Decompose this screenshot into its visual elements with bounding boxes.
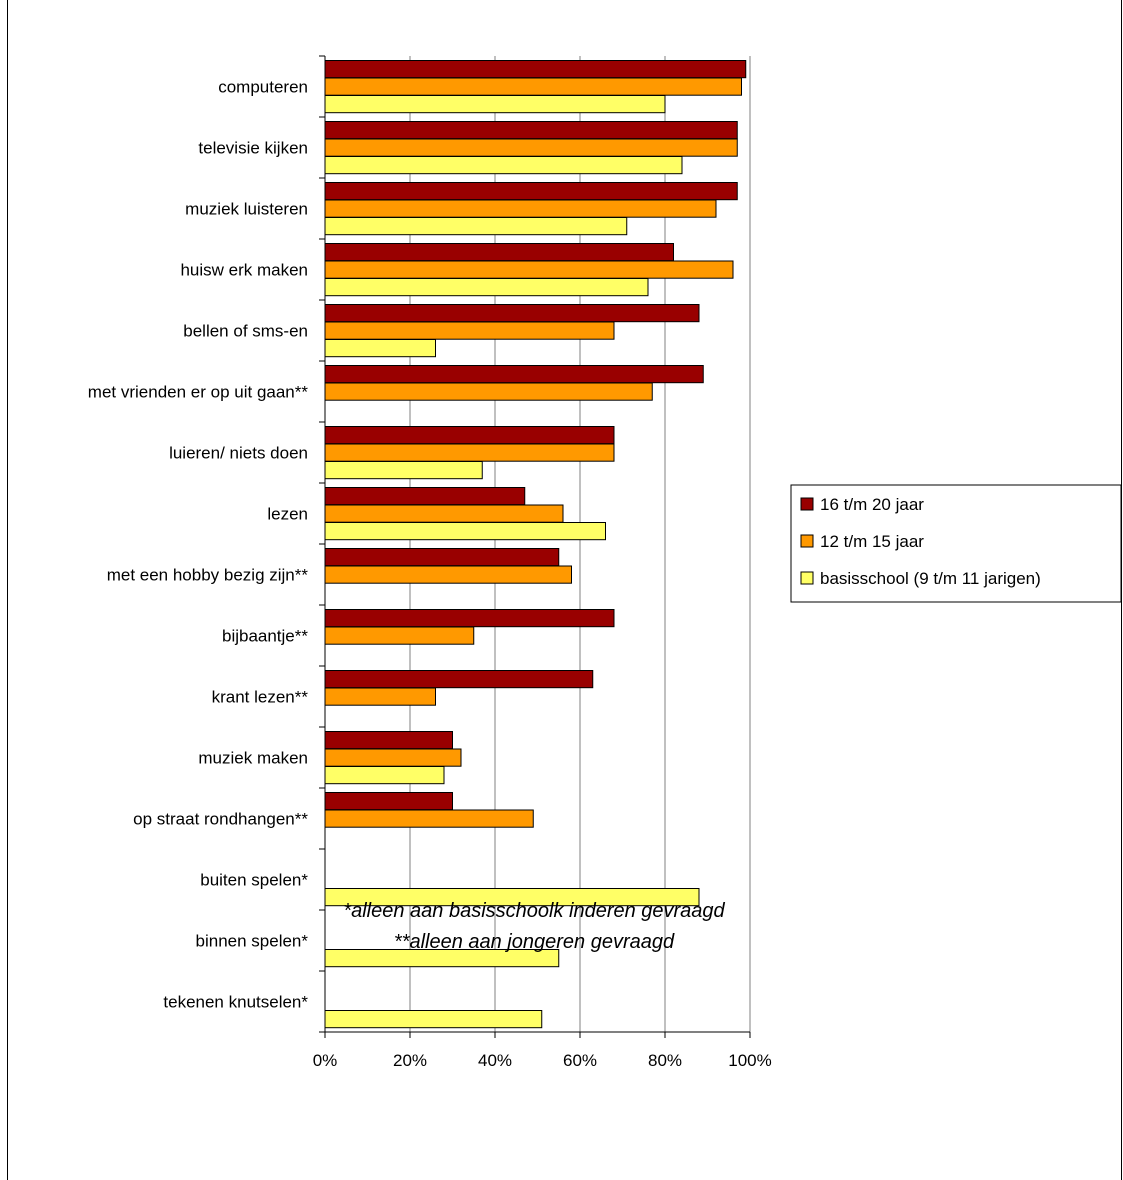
category-label: tekenen knutselen* bbox=[163, 993, 308, 1012]
bar bbox=[324, 670, 594, 689]
bar bbox=[324, 321, 615, 340]
bar bbox=[324, 77, 742, 96]
bar bbox=[324, 217, 628, 236]
category-label: computeren bbox=[218, 78, 308, 97]
category-label: bijbaantje** bbox=[222, 627, 308, 646]
bar bbox=[324, 766, 445, 785]
category-label: huisw erk maken bbox=[180, 261, 308, 280]
bar bbox=[324, 443, 615, 462]
bar bbox=[324, 260, 734, 279]
legend: 16 t/m 20 jaar 12 t/m 15 jaar basisschool … bbox=[790, 484, 1122, 603]
x-tick-label: 0% bbox=[313, 1051, 338, 1070]
bar bbox=[324, 487, 526, 506]
legend-label: 12 t/m 15 jaar bbox=[820, 532, 924, 551]
category-label: televisie kijken bbox=[198, 139, 308, 158]
bar bbox=[324, 687, 436, 706]
bar bbox=[324, 426, 615, 445]
bars bbox=[324, 60, 747, 1029]
bar bbox=[324, 382, 653, 401]
x-tick-label: 80% bbox=[648, 1051, 682, 1070]
bar bbox=[324, 182, 738, 201]
bar bbox=[324, 339, 436, 358]
category-label: bellen of sms-en bbox=[183, 322, 308, 341]
bar bbox=[324, 565, 572, 584]
category-label: buiten spelen* bbox=[200, 871, 308, 890]
bar bbox=[324, 809, 534, 828]
bar bbox=[324, 243, 674, 262]
frame-border-left bbox=[7, 0, 8, 1180]
category-label: muziek luisteren bbox=[185, 200, 308, 219]
bar bbox=[324, 121, 738, 140]
x-tick-label: 100% bbox=[728, 1051, 771, 1070]
footnote-line-1: *alleen aan basisschoolk inderen gevraag… bbox=[343, 900, 725, 922]
category-label: luieren/ niets doen bbox=[169, 444, 308, 463]
x-tick-label: 20% bbox=[393, 1051, 427, 1070]
bar bbox=[324, 60, 747, 79]
footnote-line-2: **alleen aan jongeren gevraagd bbox=[393, 931, 675, 953]
category-label: binnen spelen* bbox=[196, 932, 309, 951]
bar bbox=[324, 199, 717, 218]
category-label: met vrienden er op uit gaan** bbox=[88, 383, 309, 402]
bar bbox=[324, 95, 666, 114]
legend-swatch bbox=[800, 497, 814, 511]
x-tick-label: 60% bbox=[563, 1051, 597, 1070]
bar bbox=[324, 609, 615, 628]
bar bbox=[324, 365, 704, 384]
bar bbox=[324, 548, 560, 567]
category-label: met een hobby bezig zijn** bbox=[107, 566, 309, 585]
bar bbox=[324, 504, 564, 523]
bar bbox=[324, 792, 453, 811]
bar bbox=[324, 461, 483, 480]
bar bbox=[324, 156, 683, 175]
legend-box bbox=[790, 484, 1122, 603]
bar bbox=[324, 1010, 543, 1029]
bar bbox=[324, 626, 475, 645]
legend-swatch bbox=[800, 534, 814, 548]
legend-swatch bbox=[800, 571, 814, 585]
category-label: krant lezen** bbox=[212, 688, 309, 707]
bar bbox=[324, 522, 606, 541]
bar bbox=[324, 304, 700, 323]
x-tick-label: 40% bbox=[478, 1051, 512, 1070]
bar bbox=[324, 731, 453, 750]
legend-label: basisschool (9 t/m 11 jarigen) bbox=[820, 569, 1041, 588]
bar bbox=[324, 748, 462, 767]
bar bbox=[324, 138, 738, 157]
category-label: lezen bbox=[267, 505, 308, 524]
category-label: op straat rondhangen** bbox=[133, 810, 308, 829]
category-label: muziek maken bbox=[198, 749, 308, 768]
legend-label: 16 t/m 20 jaar bbox=[820, 495, 924, 514]
bar bbox=[324, 278, 649, 297]
axes: 0% 20% 40% 60% 80% 100% computeren televisie ki… bbox=[88, 55, 772, 1070]
